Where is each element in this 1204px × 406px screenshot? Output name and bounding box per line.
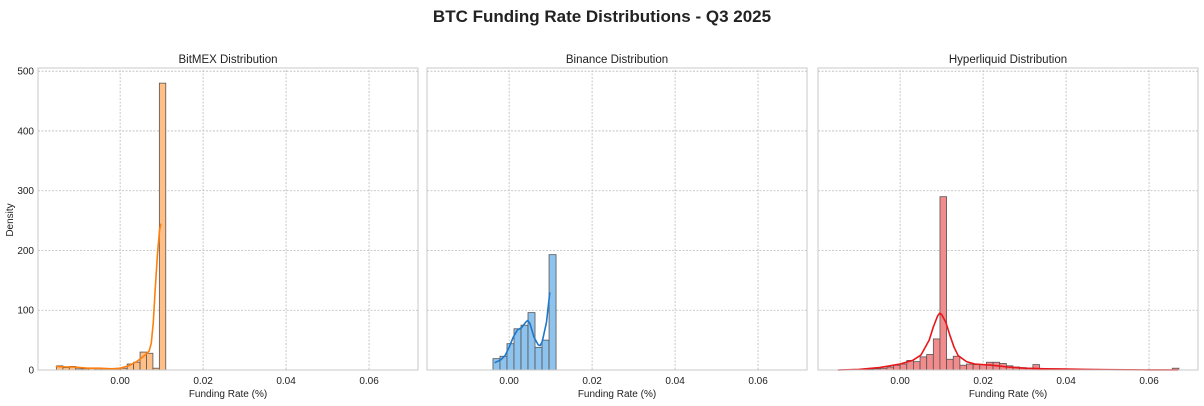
histogram-bar	[894, 365, 901, 370]
histogram-bar	[900, 364, 907, 370]
histogram-bar	[507, 344, 514, 370]
y-tick-label: 400	[17, 126, 34, 137]
kde-curve	[838, 313, 1178, 370]
x-tick-label: 0.00	[110, 376, 130, 387]
subplot-title: BitMEX Distribution	[178, 54, 277, 66]
x-tick-label: 0.02	[582, 376, 602, 387]
histogram-bar	[535, 347, 542, 370]
kde-curve	[56, 224, 161, 369]
histogram-bar	[986, 362, 993, 370]
histogram-bar	[967, 364, 974, 370]
histogram-bar	[542, 340, 549, 370]
x-tick-label: 0.04	[276, 376, 296, 387]
histogram-bar	[973, 365, 980, 370]
histogram-bar	[940, 197, 947, 370]
histogram-bar	[146, 353, 152, 370]
axes-frame	[38, 68, 418, 370]
histogram-bar	[960, 365, 967, 370]
x-tick-label: 0.00	[499, 376, 519, 387]
histogram-bar	[549, 255, 556, 370]
y-tick-label: 0	[28, 366, 34, 377]
y-axis-label: Density	[5, 203, 16, 236]
x-tick-label: 0.06	[748, 376, 768, 387]
axes-frame	[818, 68, 1198, 370]
subplot-title: Binance Distribution	[566, 54, 668, 66]
histogram-bar	[953, 356, 960, 370]
x-tick-label: 0.04	[1056, 376, 1076, 387]
x-tick-label: 0.02	[193, 376, 213, 387]
x-tick-label: 0.04	[665, 376, 685, 387]
histogram-bar	[933, 339, 940, 370]
y-tick-label: 100	[17, 306, 34, 317]
x-tick-label: 0.02	[973, 376, 993, 387]
x-tick-label: 0.00	[890, 376, 910, 387]
histogram-bar	[521, 325, 528, 370]
x-tick-label: 0.06	[1139, 376, 1159, 387]
subplot-3: 0.00 0.02 0.04 0.06 Hyperliquid Distribution…	[818, 54, 1198, 400]
histogram-bar	[920, 357, 927, 370]
x-axis-label: Funding Rate (%)	[578, 389, 656, 400]
axes-frame	[427, 68, 807, 370]
y-tick-label: 500	[17, 67, 34, 78]
subplot-title: Hyperliquid Distribution	[949, 54, 1067, 66]
chart-title: BTC Funding Rate Distributions - Q3 2025	[433, 7, 771, 26]
histogram-bar	[913, 362, 920, 370]
subplot-1: 0.00 0.02 0.04 0.06 0 100 200 300 400 500 BitMEX D…	[17, 54, 418, 400]
x-axis-label: Funding Rate (%)	[969, 389, 1047, 400]
y-tick-label: 200	[17, 246, 34, 257]
histogram-bar	[927, 354, 934, 370]
subplot-2: 0.00 0.02 0.04 0.06 Binance Distribution Fund…	[427, 54, 807, 400]
histogram-bar	[500, 356, 507, 370]
histogram-bar	[947, 359, 954, 370]
x-tick-label: 0.06	[359, 376, 379, 387]
y-tick-label: 300	[17, 186, 34, 197]
x-axis-label: Funding Rate (%)	[189, 389, 267, 400]
